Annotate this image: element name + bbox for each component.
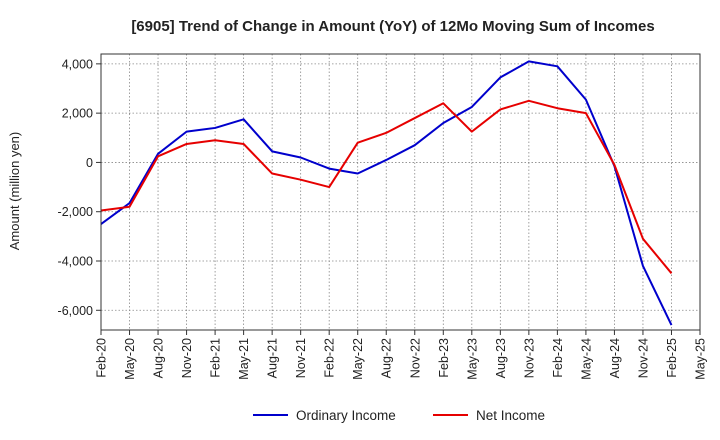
legend: Ordinary Income Net Income: [253, 408, 545, 423]
x-tick-label: Nov-23: [522, 338, 536, 378]
data-point-1: [642, 238, 644, 240]
data-point-0: [385, 159, 387, 161]
y-tick-label: 4,000: [62, 57, 93, 71]
data-point-1: [670, 272, 672, 274]
data-point-0: [642, 265, 644, 267]
x-tick-label: Aug-21: [266, 338, 280, 378]
data-point-1: [585, 112, 587, 114]
data-point-1: [442, 102, 444, 104]
x-tick-label: Feb-24: [551, 338, 565, 378]
y-axis-label: Amount (million yen): [7, 132, 22, 251]
data-point-1: [414, 117, 416, 119]
data-point-1: [186, 143, 188, 145]
legend-label: Ordinary Income: [296, 408, 396, 423]
data-point-1: [556, 107, 558, 109]
data-point-0: [243, 118, 245, 120]
x-tick-label: Aug-22: [380, 338, 394, 378]
data-point-0: [300, 157, 302, 159]
y-tick-label: 0: [86, 156, 93, 170]
data-point-0: [442, 122, 444, 124]
data-point-1: [471, 131, 473, 133]
x-tick-label: Aug-20: [152, 338, 166, 378]
x-tick-label: Nov-20: [180, 338, 194, 378]
chart-title: [6905] Trend of Change in Amount (YoY) o…: [131, 18, 654, 35]
series-line-1: [100, 99, 673, 274]
x-tick-label: May-23: [465, 338, 479, 380]
data-point-1: [129, 206, 131, 208]
data-point-0: [214, 127, 216, 129]
x-tick-label: Feb-20: [95, 338, 109, 378]
data-point-0: [271, 150, 273, 152]
data-point-1: [385, 132, 387, 134]
data-point-1: [214, 139, 216, 141]
x-axis: Feb-20 May-20 Aug-20 Nov-20 Feb-21 May-21 Aug-…: [95, 330, 708, 380]
y-tick-label: 2,000: [62, 107, 93, 121]
y-tick-label: -6,000: [58, 304, 93, 318]
data-point-0: [328, 168, 330, 170]
x-tick-label: May-22: [351, 338, 365, 380]
data-point-0: [499, 76, 501, 78]
y-axis: 4,000 2,000 0 -2,000 -4,000 -6,000: [58, 57, 101, 318]
x-tick-label: Feb-23: [437, 338, 451, 378]
x-tick-label: May-24: [579, 338, 593, 380]
x-tick-label: May-20: [123, 338, 137, 380]
plot-area: [101, 54, 700, 330]
data-point-0: [585, 99, 587, 101]
data-point-1: [499, 108, 501, 110]
x-tick-label: May-21: [237, 338, 251, 380]
x-tick-label: Nov-21: [294, 338, 308, 378]
data-point-1: [528, 100, 530, 102]
x-tick-label: Feb-22: [323, 338, 337, 378]
data-point-0: [186, 131, 188, 133]
x-tick-label: Aug-24: [608, 338, 622, 378]
y-tick-label: -4,000: [58, 255, 93, 269]
data-point-1: [157, 155, 159, 157]
data-point-0: [670, 324, 672, 326]
data-point-0: [357, 173, 359, 175]
x-tick-label: May-25: [694, 338, 708, 380]
data-point-0: [414, 144, 416, 146]
x-tick-label: Feb-25: [665, 338, 679, 378]
data-point-1: [328, 186, 330, 188]
data-point-1: [357, 142, 359, 144]
data-point-0: [528, 60, 530, 62]
data-point-0: [556, 65, 558, 67]
x-tick-label: Nov-24: [636, 338, 650, 378]
data-point-0: [157, 153, 159, 155]
x-tick-label: Nov-22: [408, 338, 422, 378]
data-point-1: [271, 173, 273, 175]
data-point-1: [613, 164, 615, 166]
legend-label: Net Income: [476, 408, 545, 423]
y-tick-label: -2,000: [58, 205, 93, 219]
plot-frame: [100, 53, 701, 331]
x-tick-label: Feb-21: [209, 338, 223, 378]
data-point-1: [300, 179, 302, 181]
series-layer: [100, 60, 673, 326]
data-point-1: [243, 143, 245, 145]
data-point-0: [471, 106, 473, 108]
series-line-0: [100, 60, 673, 326]
x-tick-label: Aug-23: [494, 338, 508, 378]
